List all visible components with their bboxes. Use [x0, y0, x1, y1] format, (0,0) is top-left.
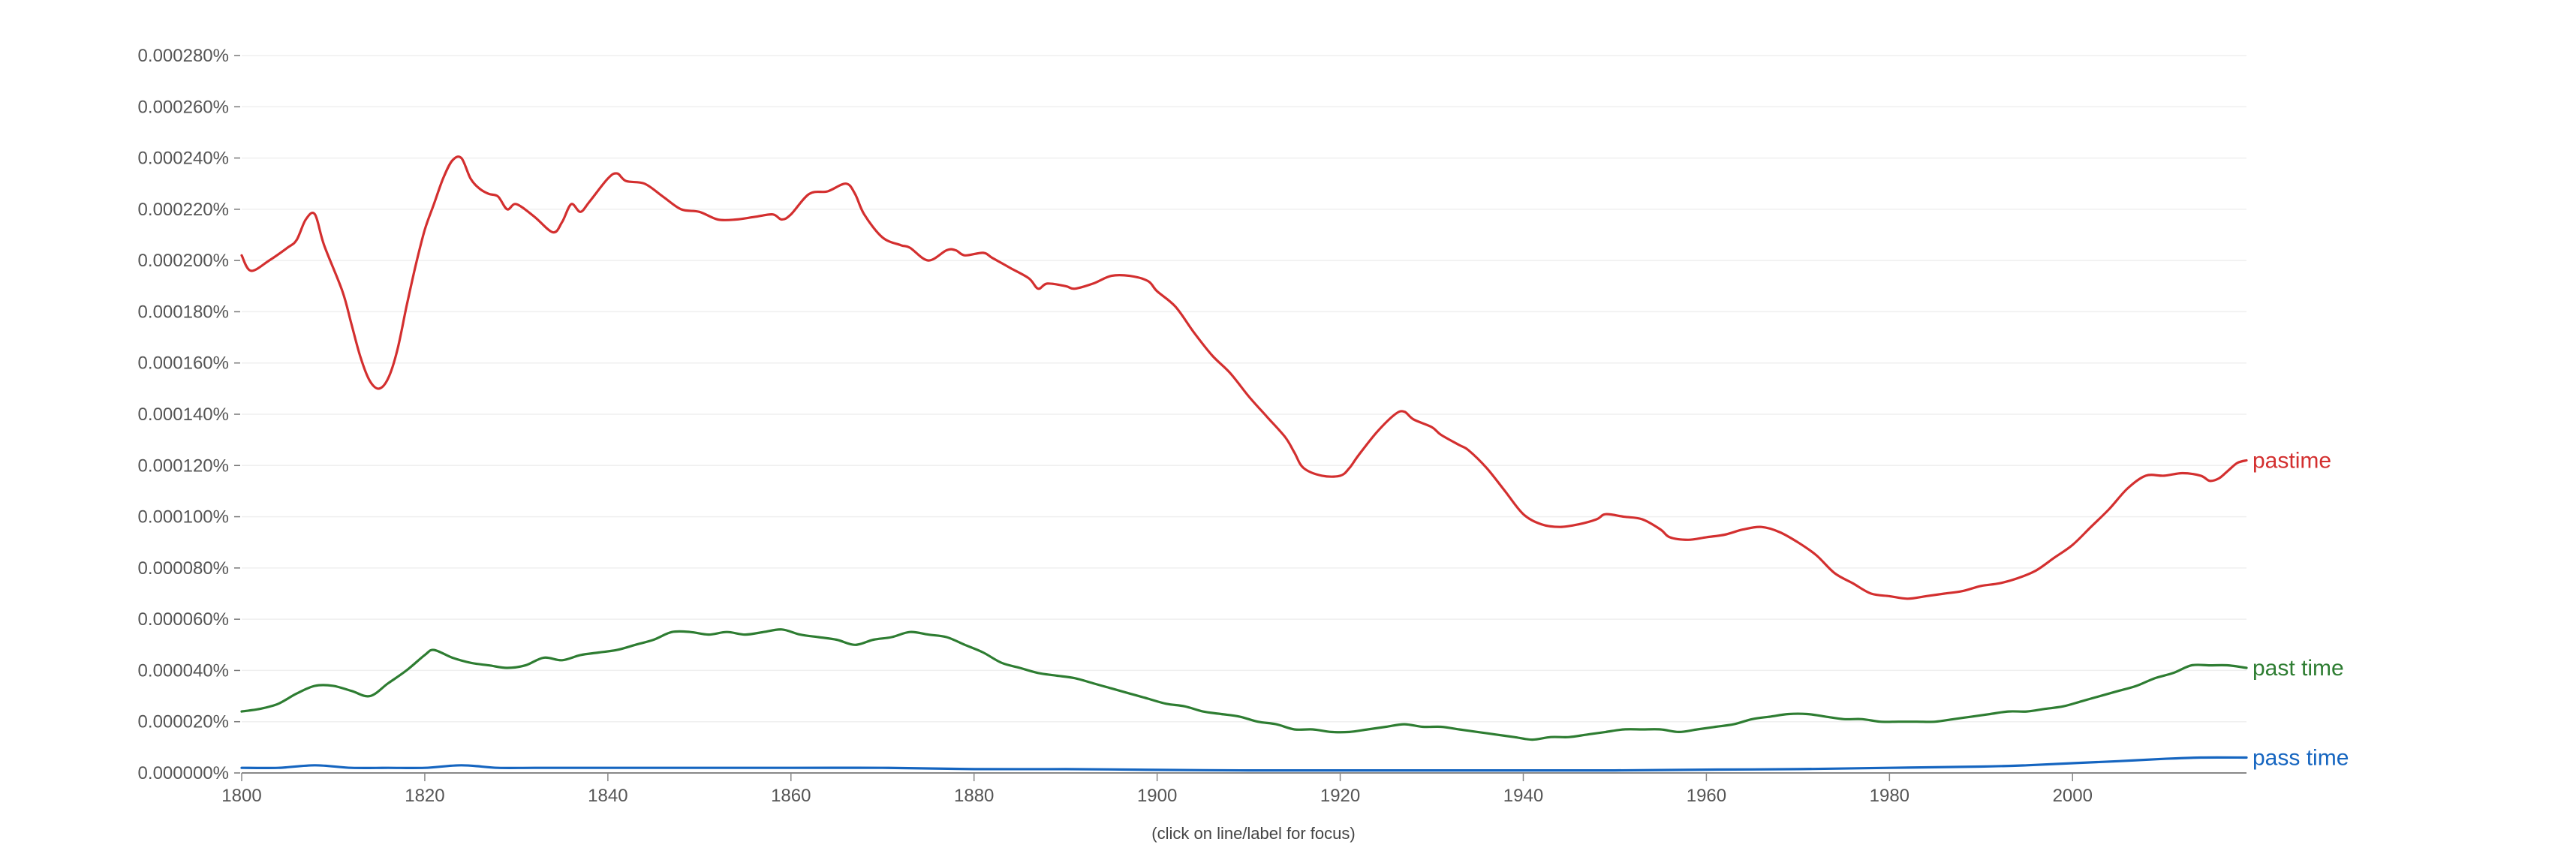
y-tick-label: 0.000080% — [138, 558, 229, 579]
series-line-past-time[interactable] — [240, 628, 2248, 741]
y-tick-label: 0.000220% — [138, 200, 229, 220]
x-tick-label: 1800 — [221, 786, 261, 806]
series-line-pastime[interactable] — [240, 155, 2248, 600]
x-tick-label: 2000 — [2053, 786, 2093, 806]
y-tick-label: 0.000040% — [138, 660, 229, 681]
y-axis: 0.000000% 0.000020% 0.000040% 0.000060% 0.00… — [138, 46, 240, 783]
y-tick-label: 0.000120% — [138, 456, 229, 476]
series-labels[interactable]: pastime past time pass time — [2252, 448, 2349, 770]
x-tick-label: 1920 — [1320, 786, 1360, 806]
x-axis: 1800 1820 1840 1860 1880 1900 1920 1940 1960 1980… — [221, 772, 2246, 806]
x-tick-label: 1860 — [771, 786, 811, 806]
y-tick-label: 0.000260% — [138, 97, 229, 117]
x-tick-label: 1940 — [1503, 786, 1543, 806]
y-tick-label: 0.000140% — [138, 404, 229, 425]
series-label-pastime[interactable]: pastime — [2252, 448, 2331, 473]
x-tick-label: 1880 — [954, 786, 994, 806]
y-tick-label: 0.000020% — [138, 712, 229, 732]
x-tick-label: 1840 — [588, 786, 627, 806]
series-line-pass-time[interactable] — [240, 756, 2248, 772]
y-tick-label: 0.000280% — [138, 46, 229, 66]
x-tick-label: 1960 — [1687, 786, 1726, 806]
y-tick-label: 0.000100% — [138, 507, 229, 528]
x-tick-label: 1900 — [1137, 786, 1177, 806]
y-tick-label: 0.000240% — [138, 149, 229, 169]
series-lines[interactable] — [240, 155, 2248, 772]
x-tick-label: 1980 — [1870, 786, 1909, 806]
y-tick-label: 0.000200% — [138, 251, 229, 271]
y-tick-label: 0.000000% — [138, 763, 229, 783]
y-tick-label: 0.000060% — [138, 609, 229, 630]
x-tick-label: 1820 — [405, 786, 444, 806]
series-label-past-time[interactable]: past time — [2252, 656, 2344, 681]
focus-hint: (click on line/label for focus) — [1151, 824, 1356, 843]
y-tick-label: 0.000180% — [138, 302, 229, 322]
y-tick-label: 0.000160% — [138, 353, 229, 374]
series-label-pass-time[interactable]: pass time — [2252, 746, 2349, 771]
